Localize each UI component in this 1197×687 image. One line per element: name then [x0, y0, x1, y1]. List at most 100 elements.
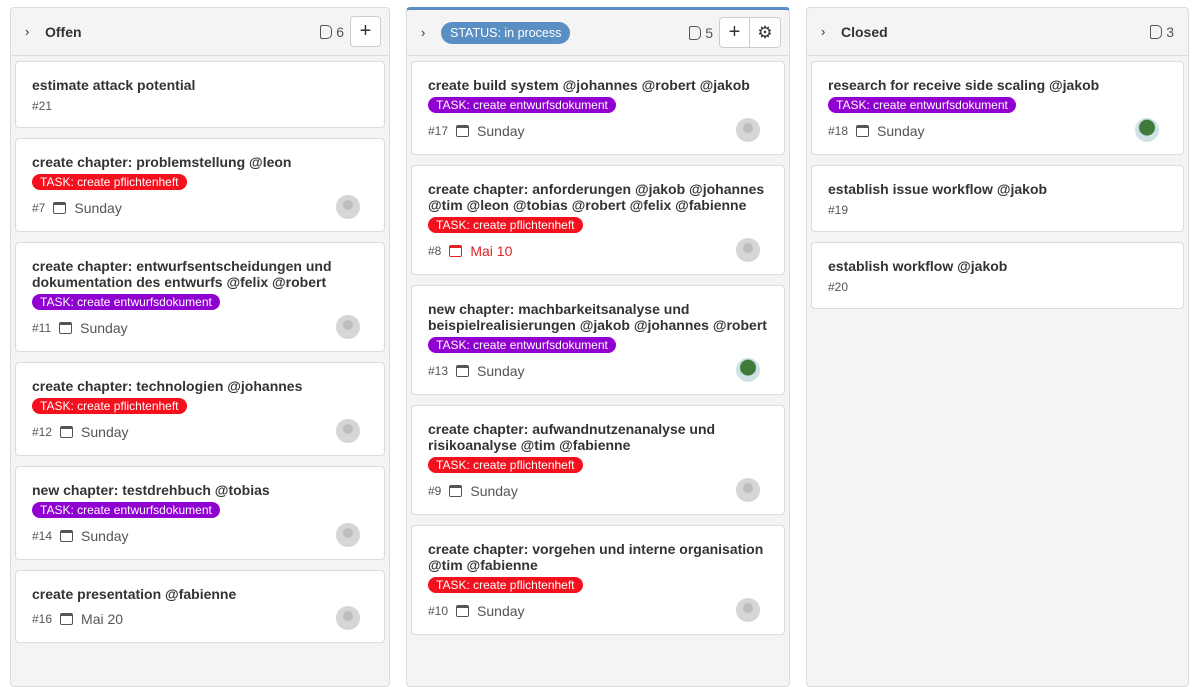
issue-card[interactable]: new chapter: testdrehbuch @tobias TASK: c…	[15, 466, 385, 560]
task-label[interactable]: TASK: create pflichtenheft	[32, 398, 187, 414]
due-date: Sunday	[456, 363, 525, 379]
issue-title[interactable]: create chapter: problemstellung @leon	[32, 154, 292, 170]
issue-count: 3	[1150, 24, 1174, 40]
due-date: Mai 10	[449, 243, 512, 259]
issue-card[interactable]: create chapter: problemstellung @leon TAS…	[15, 138, 385, 232]
chevron-right-icon[interactable]: ›	[821, 24, 826, 39]
gear-icon[interactable]: ⚙	[750, 17, 781, 48]
issue-card[interactable]: create presentation @fabienne #16 Mai 20	[15, 570, 385, 643]
issue-title[interactable]: create chapter: vorgehen und interne org…	[428, 541, 764, 573]
due-date-text: Sunday	[81, 528, 129, 544]
due-date: Sunday	[59, 320, 128, 336]
task-label[interactable]: TASK: create entwurfsdokument	[32, 294, 220, 310]
due-date-text: Mai 20	[81, 611, 124, 627]
issue-card[interactable]: create chapter: vorgehen und interne org…	[411, 525, 785, 635]
issue-card[interactable]: create build system @johannes @robert @j…	[411, 61, 785, 155]
task-label[interactable]: TASK: create pflichtenheft	[428, 217, 583, 233]
issue-card[interactable]: establish issue workflow @jakob #19	[811, 165, 1184, 232]
issue-id: #17	[428, 124, 449, 138]
issue-card[interactable]: establish workflow @jakob #20	[811, 242, 1184, 309]
assignee-avatar[interactable]	[336, 195, 360, 219]
issue-card[interactable]: new chapter: machbarkeitsanalyse und bei…	[411, 285, 785, 395]
issue-id: #16	[32, 612, 53, 626]
issue-id: #12	[32, 425, 53, 439]
list-header: › Offen 6 +	[11, 8, 389, 56]
issue-card[interactable]: create chapter: anforderungen @jakob @jo…	[411, 165, 785, 275]
issue-title[interactable]: new chapter: testdrehbuch @tobias	[32, 482, 270, 498]
status-label: STATUS: in process	[441, 21, 571, 44]
due-date: Sunday	[449, 483, 518, 499]
due-date-text: Sunday	[477, 363, 525, 379]
due-date-text: Sunday	[877, 123, 925, 139]
due-date-text: Sunday	[477, 123, 525, 139]
issue-title[interactable]: create chapter: anforderungen @jakob @jo…	[428, 181, 765, 213]
due-date: Sunday	[60, 528, 129, 544]
issue-title[interactable]: create chapter: aufwandnutzenanalyse und…	[428, 421, 716, 453]
due-date-text: Sunday	[81, 424, 129, 440]
list-title: Offen	[45, 23, 82, 40]
chevron-right-icon[interactable]: ›	[421, 25, 426, 40]
issue-id: #9	[428, 484, 442, 498]
issue-title[interactable]: create chapter: entwurfsentscheidungen u…	[32, 258, 332, 290]
assignee-avatar[interactable]	[336, 606, 360, 630]
assignee-avatar[interactable]	[736, 598, 760, 622]
issue-count-value: 3	[1166, 23, 1174, 40]
list-header: › Closed 3	[807, 8, 1188, 56]
issue-id: #13	[428, 364, 449, 378]
assignee-avatar[interactable]	[736, 478, 760, 502]
task-label[interactable]: TASK: create entwurfsdokument	[428, 97, 616, 113]
assignee-avatar[interactable]	[1135, 118, 1159, 142]
issue-title[interactable]: research for receive side scaling @jakob	[828, 77, 1100, 93]
due-date: Sunday	[60, 424, 129, 440]
card-list: research for receive side scaling @jakob…	[807, 56, 1188, 309]
issue-title[interactable]: establish issue workflow @jakob	[828, 181, 1048, 197]
task-label[interactable]: TASK: create pflichtenheft	[428, 577, 583, 593]
assignee-avatar[interactable]	[336, 523, 360, 547]
issues-icon	[689, 25, 702, 40]
assignee-avatar[interactable]	[736, 358, 760, 382]
task-label[interactable]: TASK: create entwurfsdokument	[428, 337, 616, 353]
issue-title[interactable]: establish workflow @jakob	[828, 258, 1008, 274]
assignee-avatar[interactable]	[736, 118, 760, 142]
issue-title[interactable]: new chapter: machbarkeitsanalyse und bei…	[428, 301, 767, 333]
issue-card[interactable]: research for receive side scaling @jakob…	[811, 61, 1184, 155]
issue-id: #14	[32, 529, 53, 543]
task-label[interactable]: TASK: create pflichtenheft	[428, 457, 583, 473]
issue-card[interactable]: estimate attack potential #21	[15, 61, 385, 128]
assignee-avatar[interactable]	[736, 238, 760, 262]
issues-icon	[1150, 24, 1163, 39]
assignee-avatar[interactable]	[336, 419, 360, 443]
issue-id: #8	[428, 244, 442, 258]
issue-title[interactable]: create presentation @fabienne	[32, 586, 237, 602]
task-label[interactable]: TASK: create entwurfsdokument	[32, 502, 220, 518]
add-issue-button[interactable]: +	[350, 16, 381, 47]
due-date-text: Sunday	[74, 200, 122, 216]
list-closed: › Closed 3 research for receive side sca…	[806, 7, 1189, 687]
calendar-icon	[456, 365, 470, 377]
calendar-icon	[456, 125, 470, 137]
chevron-right-icon[interactable]: ›	[25, 24, 30, 39]
due-date: Sunday	[456, 603, 525, 619]
list-offen: › Offen 6 + estimate attack potential #21…	[10, 7, 390, 687]
calendar-icon	[456, 605, 470, 617]
issue-title[interactable]: create build system @johannes @robert @j…	[428, 77, 750, 93]
task-label[interactable]: TASK: create pflichtenheft	[32, 174, 187, 190]
issue-card[interactable]: create chapter: entwurfsentscheidungen u…	[15, 242, 385, 352]
due-date-text: Sunday	[80, 320, 128, 336]
issue-title[interactable]: create chapter: technologien @johannes	[32, 378, 303, 394]
list-in-process: › STATUS: in process 5 + ⚙ create build s…	[406, 7, 790, 687]
issue-id: #21	[32, 99, 53, 113]
issue-card[interactable]: create chapter: aufwandnutzenanalyse und…	[411, 405, 785, 515]
assignee-avatar[interactable]	[336, 315, 360, 339]
due-date-text: Sunday	[477, 603, 525, 619]
list-title: Closed	[841, 23, 888, 40]
issue-count-value: 5	[705, 24, 713, 41]
issue-card[interactable]: create chapter: technologien @johannes TA…	[15, 362, 385, 456]
calendar-icon	[856, 125, 870, 137]
due-date: Sunday	[856, 123, 925, 139]
task-label[interactable]: TASK: create entwurfsdokument	[828, 97, 1016, 113]
issue-id: #18	[828, 124, 849, 138]
add-issue-button[interactable]: +	[719, 17, 750, 48]
card-list: create build system @johannes @robert @j…	[407, 56, 789, 635]
issue-title[interactable]: estimate attack potential	[32, 77, 196, 93]
